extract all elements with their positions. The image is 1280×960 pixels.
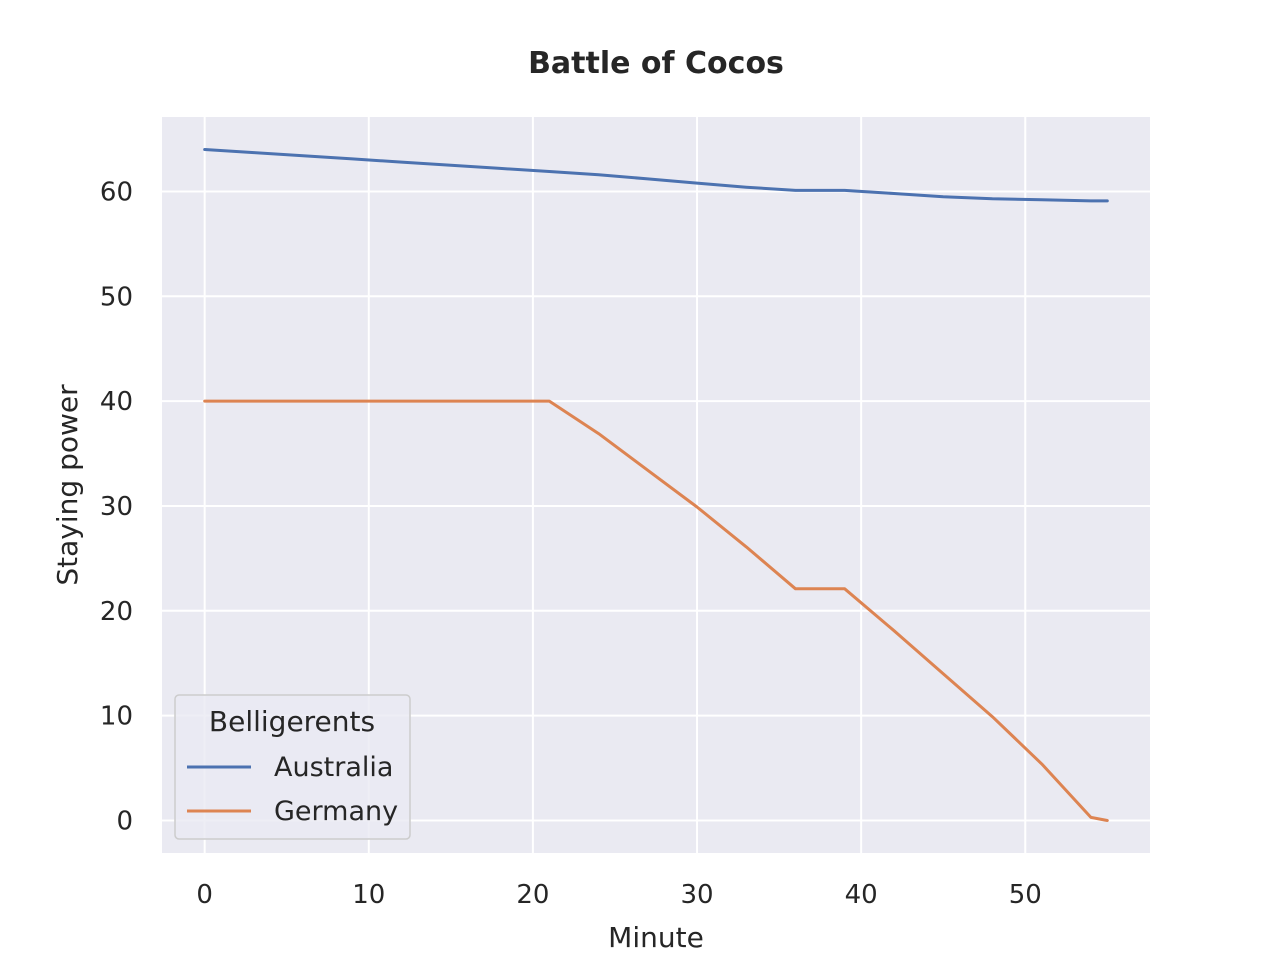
y-tick-label: 30 bbox=[100, 492, 133, 522]
x-tick-label: 40 bbox=[845, 880, 878, 910]
series-line-australia bbox=[203, 148, 1109, 203]
y-tick-label: 40 bbox=[100, 387, 133, 417]
y-tick-label: 60 bbox=[100, 177, 133, 207]
series-line-germany bbox=[203, 399, 1109, 822]
x-tick-label: 0 bbox=[196, 880, 213, 910]
series-lines bbox=[203, 148, 1109, 822]
x-tick-label: 50 bbox=[1009, 880, 1042, 910]
x-tick-label: 10 bbox=[352, 880, 385, 910]
x-tick-label: 20 bbox=[516, 880, 549, 910]
legend-label-germany: Germany bbox=[274, 796, 398, 827]
chart-title: Battle of Cocos bbox=[528, 46, 784, 81]
x-tick-label: 30 bbox=[680, 880, 713, 910]
y-tick-label: 50 bbox=[100, 282, 133, 312]
y-tick-label: 10 bbox=[100, 702, 133, 732]
y-tick-label: 0 bbox=[116, 806, 133, 836]
legend-items: Australia Germany bbox=[187, 752, 398, 827]
legend-title: Belligerents bbox=[209, 705, 375, 738]
y-tick-label: 20 bbox=[100, 597, 133, 627]
tick-labels: 0 10 20 30 40 50 0 10 20 30 40 50 60 bbox=[100, 177, 1042, 910]
legend-box bbox=[174, 694, 411, 840]
legend-label-australia: Australia bbox=[274, 752, 393, 783]
y-axis-label: Staying power bbox=[51, 384, 84, 586]
legend: Belligerents Australia Germany bbox=[174, 694, 411, 840]
x-axis-label: Minute bbox=[608, 921, 704, 954]
